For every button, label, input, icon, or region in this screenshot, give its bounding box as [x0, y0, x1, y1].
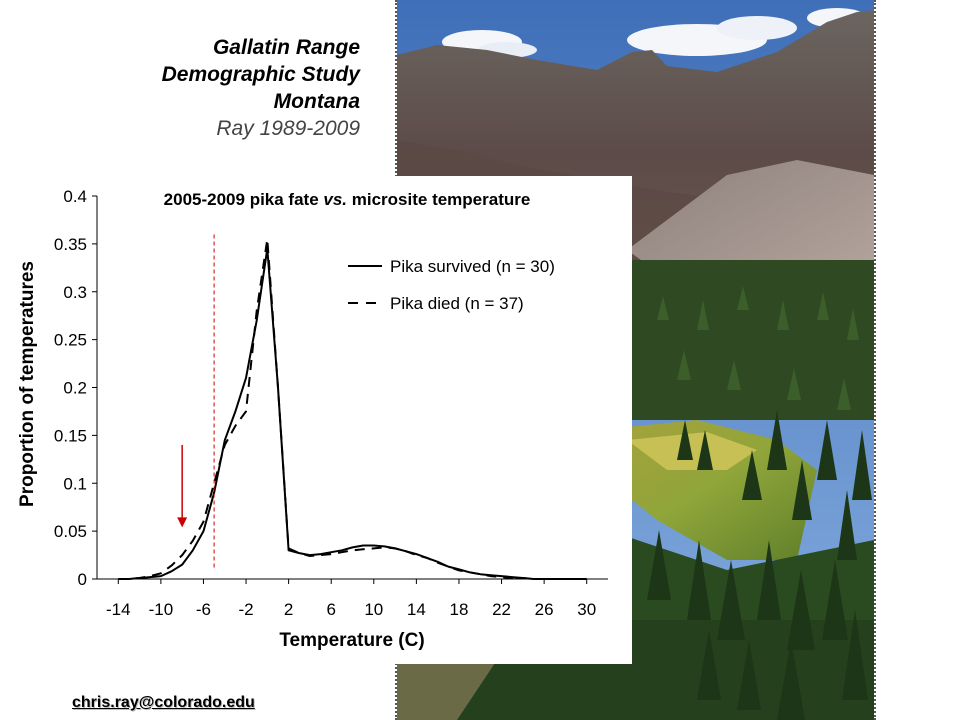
x-tick-label: 30 — [577, 600, 596, 619]
legend-label-survived: Pika survived (n = 30) — [390, 257, 555, 276]
axis-ticks — [92, 195, 588, 584]
x-tick-label: 14 — [407, 600, 426, 619]
chart-title-part-3: microsite temperature — [347, 190, 530, 209]
y-tick-label: 0.1 — [63, 474, 87, 493]
chart-title-part-2: vs. — [323, 190, 347, 209]
y-tick-label: 0.15 — [54, 426, 87, 445]
legend: Pika survived (n = 30) Pika died (n = 37… — [348, 257, 555, 313]
chart-title-part-1: 2005-2009 pika fate — [164, 190, 324, 209]
x-tick-label: -2 — [238, 600, 253, 619]
y-tick-label: 0.3 — [63, 283, 87, 302]
y-tick-labels: 0 0.05 0.1 0.15 0.2 0.25 0.3 0.35 0.4 — [54, 187, 87, 589]
x-tick-label: 18 — [449, 600, 468, 619]
arrow-head-icon — [177, 517, 188, 528]
chart-title: 2005-2009 pika fate vs. microsite temper… — [164, 190, 531, 209]
x-tick-label: 26 — [535, 600, 554, 619]
x-tick-label: 2 — [284, 600, 293, 619]
legend-label-died: Pika died (n = 37) — [390, 294, 524, 313]
y-axis-label: Proportion of temperatures — [17, 261, 38, 507]
x-tick-label: -6 — [196, 600, 211, 619]
y-tick-label: 0.05 — [54, 522, 87, 541]
x-tick-label: -14 — [106, 600, 131, 619]
y-tick-label: 0 — [78, 570, 87, 589]
heading-line-1: Gallatin Range — [212, 36, 360, 59]
heading-line-2: Demographic Study — [161, 63, 360, 86]
y-tick-label: 0.4 — [63, 187, 87, 206]
annotation-layer — [177, 234, 215, 568]
contact-email[interactable]: chris.ray@colorado.edu — [72, 694, 255, 711]
y-tick-label: 0.35 — [54, 235, 87, 254]
x-axis-label: Temperature (C) — [279, 630, 424, 651]
heading-years: Ray 1989-2009 — [216, 117, 360, 140]
x-tick-label: 10 — [364, 600, 383, 619]
y-tick-label: 0.25 — [54, 331, 87, 350]
x-tick-labels: -14 -10 -6 -2 2 6 10 14 18 22 26 30 — [106, 600, 596, 619]
x-tick-label: -10 — [149, 600, 174, 619]
series-line-died — [118, 238, 587, 580]
series-layer — [118, 238, 587, 580]
heading-line-3: Montana — [273, 90, 360, 113]
study-heading: Gallatin Range Demographic Study Montana… — [162, 34, 360, 142]
chart-svg: -14 -10 -6 -2 2 6 10 14 18 22 26 30 00.050.10.150.2… — [17, 187, 608, 651]
y-tick-label: 0.2 — [63, 379, 87, 398]
x-tick-label: 6 — [326, 600, 335, 619]
chart-panel: -14 -10 -6 -2 2 6 10 14 18 22 26 30 0 0.05 0.1 0.15 0.2… — [0, 176, 632, 664]
x-tick-label: 22 — [492, 600, 511, 619]
